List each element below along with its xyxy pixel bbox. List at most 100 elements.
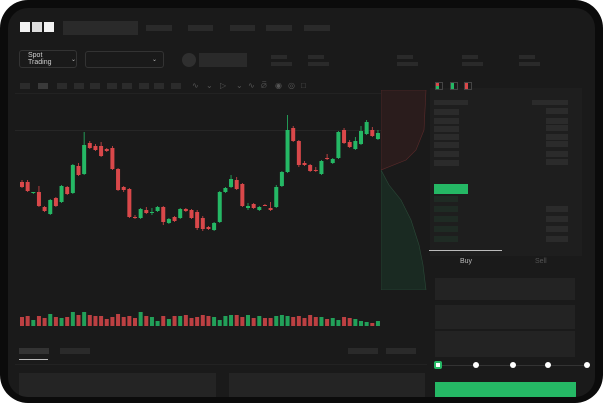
price-input[interactable]	[435, 278, 575, 300]
orderbook-header	[434, 100, 468, 105]
candle	[76, 166, 81, 175]
amount-input[interactable]	[435, 305, 575, 329]
nav-item[interactable]	[266, 25, 292, 31]
interval-button[interactable]	[57, 83, 67, 89]
slider-handle[interactable]	[434, 361, 442, 369]
orderbook-header	[532, 100, 568, 105]
draw-icon[interactable]: ▷	[220, 81, 227, 90]
volume-bar	[330, 318, 335, 326]
stat-value	[397, 62, 418, 66]
candle	[375, 133, 380, 139]
stat-value	[519, 62, 540, 66]
orderbook-bids-icon[interactable]	[450, 82, 458, 90]
ask-row-price[interactable]	[434, 151, 459, 157]
nav-item[interactable]	[146, 25, 172, 31]
ruler-icon[interactable]: ⦱	[261, 81, 267, 90]
search-bar[interactable]	[63, 21, 138, 35]
ask-row-price[interactable]	[434, 109, 459, 115]
slider-mark[interactable]	[473, 362, 479, 368]
wave-icon[interactable]: ∿	[248, 81, 255, 90]
volume-bar	[234, 315, 239, 326]
bid-row-price[interactable]	[434, 226, 458, 232]
fullscreen-icon[interactable]: □	[301, 81, 306, 90]
interval-button[interactable]	[107, 83, 117, 89]
bid-row-price[interactable]	[434, 196, 458, 202]
candle	[53, 198, 58, 206]
slider-mark[interactable]	[545, 362, 551, 368]
chart-grid-line	[15, 130, 381, 131]
orderbook-both-icon[interactable]	[435, 82, 443, 90]
interval-button[interactable]	[154, 83, 164, 89]
candle	[274, 187, 279, 207]
slider-mark[interactable]	[510, 362, 516, 368]
camera-icon[interactable]: ◉	[275, 81, 282, 90]
indicator-icon[interactable]: ∿	[192, 81, 199, 90]
bid-row-price[interactable]	[434, 216, 458, 222]
volume-bar	[20, 317, 24, 326]
chevron-down-icon[interactable]: ⌄	[206, 81, 213, 90]
ask-row-price[interactable]	[434, 126, 459, 132]
candle	[229, 179, 234, 187]
volume-bar	[285, 316, 290, 326]
ask-row-price[interactable]	[434, 134, 459, 140]
candle	[364, 122, 369, 134]
filter-button[interactable]	[348, 348, 378, 354]
interval-button[interactable]	[38, 83, 48, 89]
candle	[172, 217, 177, 221]
orderbook-asks-icon[interactable]	[464, 82, 472, 90]
bid-row-price[interactable]	[434, 236, 458, 242]
nav-item[interactable]	[304, 25, 330, 31]
ask-row-amount	[546, 159, 568, 165]
volume-bar	[149, 317, 154, 326]
volume-bar	[279, 315, 284, 326]
ask-row-price[interactable]	[434, 142, 459, 148]
candle	[313, 170, 318, 171]
volume-bar	[25, 316, 30, 326]
interval-button[interactable]	[20, 83, 30, 89]
volume-bar	[206, 316, 211, 326]
interval-button[interactable]	[122, 83, 132, 89]
spot-trading-dropdown[interactable]: Spot Trading ⌄	[19, 50, 77, 68]
interval-button[interactable]	[90, 83, 100, 89]
chart-grid-line	[15, 93, 381, 94]
interval-button[interactable]	[171, 83, 181, 89]
candle	[110, 148, 115, 169]
interval-button[interactable]	[74, 83, 84, 89]
nav-item[interactable]	[230, 25, 255, 31]
candle	[20, 182, 24, 187]
volume-bar	[336, 320, 341, 326]
slider-mark[interactable]	[584, 362, 590, 368]
ask-row-price[interactable]	[434, 118, 459, 124]
sell-tab[interactable]: Sell	[535, 258, 547, 265]
settings-icon[interactable]: ◎	[288, 81, 295, 90]
bid-row-price[interactable]	[434, 206, 458, 212]
candle	[59, 186, 64, 202]
candle	[291, 128, 296, 141]
stat-label	[397, 55, 413, 59]
volume-bar	[212, 317, 217, 326]
chevron-down-icon[interactable]: ⌄	[236, 81, 243, 90]
tab-history[interactable]	[60, 348, 90, 354]
candlestick-chart[interactable]	[8, 8, 388, 328]
nav-item[interactable]	[188, 25, 213, 31]
okx-logo[interactable]	[20, 22, 54, 32]
candle	[149, 212, 154, 213]
ask-row-price[interactable]	[434, 160, 459, 166]
candle	[166, 219, 171, 223]
buy-button[interactable]	[435, 382, 576, 397]
chevron-down-icon: ⌄	[151, 57, 157, 63]
pair-dropdown[interactable]: ⌄	[85, 51, 164, 68]
candle	[87, 143, 92, 148]
depth-chart	[381, 90, 427, 290]
buy-tab[interactable]: Buy	[460, 258, 473, 265]
volume-bar	[246, 315, 250, 326]
candle	[178, 209, 183, 218]
tab-open-orders[interactable]	[19, 348, 49, 354]
candle	[65, 187, 70, 194]
filter-button[interactable]	[386, 348, 416, 354]
total-input[interactable]	[435, 331, 575, 357]
interval-button[interactable]	[139, 83, 149, 89]
candle	[262, 205, 267, 206]
volume-bar	[76, 315, 81, 326]
volume-bar	[313, 317, 318, 326]
